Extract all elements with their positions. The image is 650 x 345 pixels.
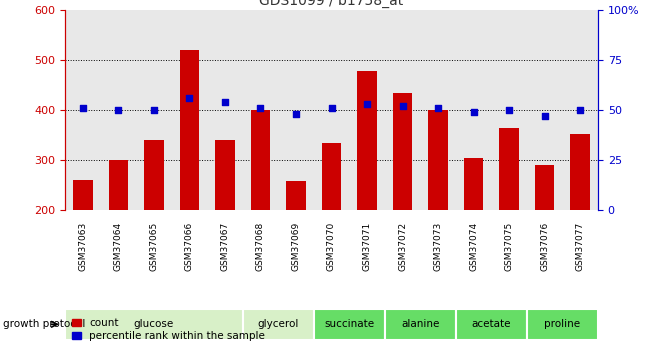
Point: [540, 114, 550, 119]
FancyBboxPatch shape: [527, 309, 598, 340]
Text: GSM37063: GSM37063: [78, 222, 87, 271]
Text: GSM37069: GSM37069: [291, 222, 300, 271]
Bar: [251, 110, 270, 210]
FancyBboxPatch shape: [385, 309, 456, 340]
Text: glycerol: glycerol: [257, 319, 299, 329]
Text: GSM37077: GSM37077: [576, 222, 585, 271]
Text: GSM37068: GSM37068: [256, 222, 265, 271]
Text: GSM37065: GSM37065: [150, 222, 159, 271]
Bar: [571, 135, 590, 210]
Bar: [73, 180, 92, 210]
Bar: [393, 93, 412, 210]
Bar: [464, 158, 484, 210]
Bar: [358, 71, 377, 210]
Title: GDS1099 / b1758_at: GDS1099 / b1758_at: [259, 0, 404, 8]
FancyBboxPatch shape: [456, 309, 527, 340]
Bar: [215, 140, 235, 210]
Text: alanine: alanine: [401, 319, 439, 329]
Text: GSM37071: GSM37071: [363, 222, 372, 271]
Bar: [179, 50, 199, 210]
Text: GSM37072: GSM37072: [398, 222, 407, 271]
Bar: [286, 181, 306, 210]
Text: glucose: glucose: [134, 319, 174, 329]
Point: [77, 106, 88, 111]
Point: [220, 100, 230, 105]
Bar: [109, 160, 128, 210]
Point: [149, 108, 159, 113]
Bar: [322, 143, 341, 210]
Text: proline: proline: [545, 319, 580, 329]
Text: GSM37075: GSM37075: [504, 222, 514, 271]
Text: GSM37067: GSM37067: [220, 222, 229, 271]
FancyBboxPatch shape: [65, 309, 242, 340]
Text: succinate: succinate: [324, 319, 374, 329]
Text: GSM37073: GSM37073: [434, 222, 443, 271]
Text: GSM37064: GSM37064: [114, 222, 123, 271]
Bar: [499, 128, 519, 210]
Bar: [144, 140, 164, 210]
Text: GSM37066: GSM37066: [185, 222, 194, 271]
Bar: [428, 110, 448, 210]
Point: [184, 96, 194, 101]
Text: growth protocol: growth protocol: [3, 319, 86, 329]
FancyBboxPatch shape: [314, 309, 385, 340]
FancyBboxPatch shape: [242, 309, 314, 340]
Point: [255, 106, 266, 111]
Text: GSM37076: GSM37076: [540, 222, 549, 271]
Legend: count, percentile rank within the sample: count, percentile rank within the sample: [70, 316, 267, 343]
Point: [575, 108, 586, 113]
Text: acetate: acetate: [472, 319, 511, 329]
Bar: [535, 165, 554, 210]
Point: [397, 104, 408, 109]
Point: [433, 106, 443, 111]
Point: [362, 102, 372, 107]
Point: [504, 108, 514, 113]
Point: [469, 110, 479, 115]
Point: [326, 106, 337, 111]
Text: GSM37074: GSM37074: [469, 222, 478, 271]
Point: [113, 108, 124, 113]
Text: GSM37070: GSM37070: [327, 222, 336, 271]
Point: [291, 112, 301, 117]
